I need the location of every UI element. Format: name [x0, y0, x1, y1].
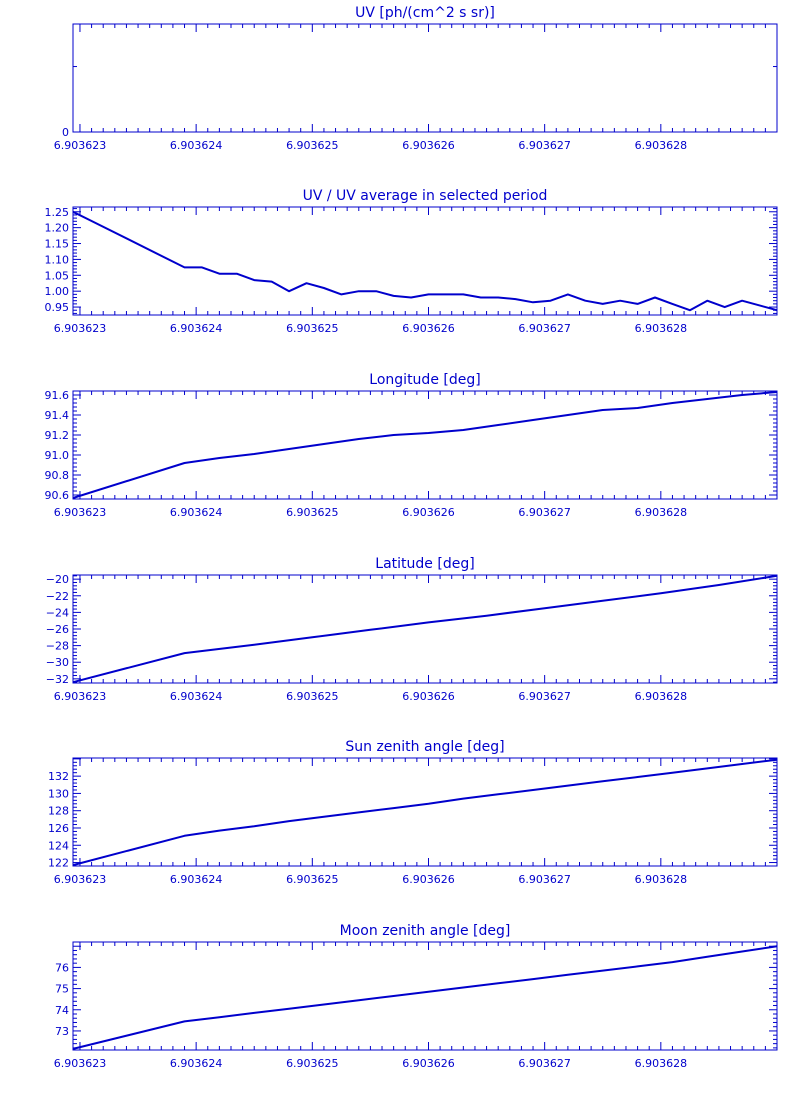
y-tick-label: 128	[48, 805, 69, 818]
x-tick-label: 6.903626	[402, 690, 455, 703]
chart-panel: Latitude [deg] 6.903623 6.903624 6.903625 6.…	[46, 556, 778, 703]
x-tick-label: 6.903628	[635, 506, 688, 519]
y-tick-label: −24	[46, 606, 69, 619]
y-tick-label: 122	[48, 857, 69, 870]
x-tick-label: 6.903627	[518, 873, 571, 886]
x-tick-label: 6.903624	[170, 873, 223, 886]
x-tick-label: 6.903625	[286, 322, 339, 335]
x-tick-label: 6.903623	[54, 506, 107, 519]
chart-panel: UV [ph/(cm^2 s sr)] 6.903623 6.903624 6.903…	[54, 5, 778, 152]
x-tick-label: 6.903623	[54, 1057, 107, 1070]
y-tick-mantissa: 0	[62, 126, 69, 139]
y-tick-label: 130	[48, 787, 69, 800]
y-tick-label: 73	[55, 1025, 69, 1038]
x-tick-label: 6.903626	[402, 1057, 455, 1070]
chart-title: Sun zenith angle [deg]	[345, 739, 504, 755]
x-tick-label: 6.903627	[518, 506, 571, 519]
x-tick-label: 6.903628	[635, 1057, 688, 1070]
y-tick-label: −26	[46, 623, 69, 636]
x-tick-label: 6.903626	[402, 873, 455, 886]
y-tick-label: 1.15	[45, 238, 70, 251]
y-tick-label: 91.6	[45, 389, 70, 402]
x-tick-label: 6.903624	[170, 1057, 223, 1070]
x-tick-label: 6.903623	[54, 139, 107, 152]
chart-panel: UV / UV average in selected period 6.9036…	[45, 188, 778, 335]
y-tick-label: 91.2	[45, 429, 70, 442]
x-tick-label: 6.903623	[54, 322, 107, 335]
y-tick-label: 1.20	[45, 222, 70, 235]
y-tick-label: 75	[55, 983, 69, 996]
y-tick-label: −22	[46, 590, 69, 603]
y-tick-label: −32	[46, 673, 69, 686]
x-tick-label: 6.903625	[286, 506, 339, 519]
y-tick-label: 124	[48, 839, 69, 852]
x-tick-label: 6.903626	[402, 322, 455, 335]
x-tick-label: 6.903625	[286, 1057, 339, 1070]
y-tick-label: 132	[48, 770, 69, 783]
x-tick-label: 6.903624	[170, 322, 223, 335]
x-tick-label: 6.903624	[170, 506, 223, 519]
x-tick-label: 6.903623	[54, 690, 107, 703]
chart-title: Moon zenith angle [deg]	[340, 923, 511, 939]
x-tick-label: 6.903626	[402, 139, 455, 152]
x-tick-label: 6.903623	[54, 873, 107, 886]
x-tick-label: 6.903628	[635, 690, 688, 703]
chart-panel: Moon zenith angle [deg] 6.903623 6.903624 6…	[54, 923, 778, 1070]
y-tick-label: 1.25	[45, 206, 70, 219]
chart-title: Latitude [deg]	[375, 556, 474, 572]
y-tick-label: 76	[55, 961, 69, 974]
series-line	[72, 574, 778, 684]
y-tick-label: 126	[48, 822, 69, 835]
y-tick-label: 90.8	[45, 469, 70, 482]
y-tick-label: 0	[62, 126, 69, 139]
plot-frame	[72, 390, 778, 500]
x-tick-label: 6.903628	[635, 873, 688, 886]
plot-frame	[72, 757, 778, 867]
series-line	[72, 758, 778, 867]
plot-frame	[72, 23, 778, 133]
chart-panel: Sun zenith angle [deg] 6.903623 6.903624 6.…	[48, 739, 778, 886]
y-tick-label: 1.00	[45, 285, 70, 298]
plot-frame	[72, 206, 778, 316]
y-tick-label: −30	[46, 656, 69, 669]
x-tick-label: 6.903625	[286, 139, 339, 152]
x-tick-label: 6.903627	[518, 690, 571, 703]
series-line	[72, 391, 778, 499]
x-tick-label: 6.903626	[402, 506, 455, 519]
y-tick-label: −28	[46, 640, 69, 653]
y-tick-label: 91.4	[45, 409, 70, 422]
x-tick-label: 6.903624	[170, 139, 223, 152]
chart-title: UV [ph/(cm^2 s sr)]	[355, 5, 495, 21]
x-tick-label: 6.903628	[635, 139, 688, 152]
x-tick-label: 6.903627	[518, 322, 571, 335]
y-tick-label: −20	[46, 573, 69, 586]
chart-panel: Longitude [deg] 6.903623 6.903624 6.903625 6…	[45, 372, 778, 519]
y-tick-label: 0.95	[45, 301, 70, 314]
y-tick-label: 74	[55, 1004, 69, 1017]
x-tick-label: 6.903624	[170, 690, 223, 703]
x-tick-label: 6.903627	[518, 139, 571, 152]
y-tick-label: 90.6	[45, 489, 70, 502]
series-line	[72, 945, 778, 1050]
x-tick-label: 6.903628	[635, 322, 688, 335]
chart-title: UV / UV average in selected period	[303, 188, 548, 204]
y-tick-label: 91.0	[45, 449, 70, 462]
y-tick-label: 1.10	[45, 253, 70, 266]
x-tick-label: 6.903625	[286, 690, 339, 703]
series-line	[72, 210, 778, 312]
x-tick-label: 6.903627	[518, 1057, 571, 1070]
plot-frame	[72, 941, 778, 1051]
y-tick-label: 1.05	[45, 269, 70, 282]
x-tick-label: 6.903625	[286, 873, 339, 886]
chart-title: Longitude [deg]	[369, 372, 480, 388]
